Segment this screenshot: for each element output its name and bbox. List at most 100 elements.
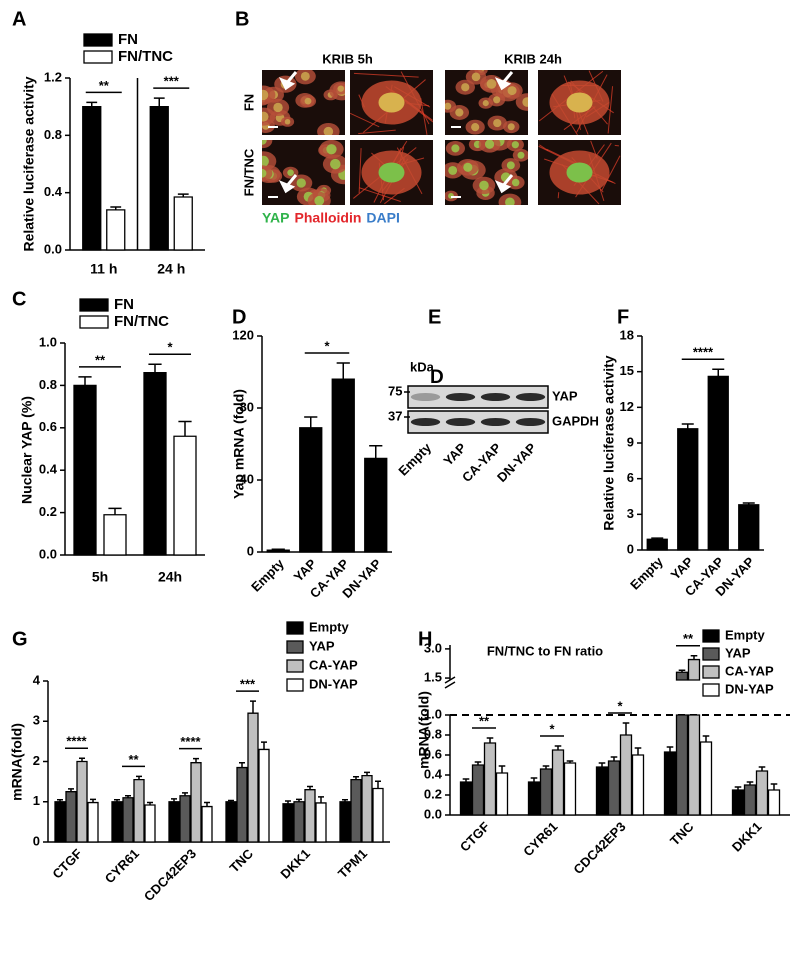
bar [143, 372, 167, 556]
marker-label: 75 [388, 383, 402, 398]
bar [304, 789, 316, 843]
error-bar [342, 798, 348, 802]
legend-label: Empty [309, 619, 350, 634]
x-tick-label: TPM1 [335, 846, 370, 881]
bar [65, 791, 77, 843]
stress-fiber [557, 192, 560, 199]
bar [483, 742, 497, 816]
arrow [278, 71, 298, 91]
bar [173, 435, 197, 556]
bar [73, 384, 97, 556]
error-bar [271, 548, 285, 551]
bar [364, 457, 388, 553]
error-bar [239, 761, 245, 768]
error-bar [108, 507, 122, 515]
y-axis-label: mRNA(fold) [9, 723, 25, 801]
lane-label: YAP [440, 440, 469, 469]
significance-label: * [549, 721, 555, 736]
nucleus [517, 151, 525, 159]
nucleus [273, 102, 283, 113]
bar [687, 658, 701, 816]
bar [471, 764, 485, 816]
nucleus [287, 169, 294, 176]
stress-fiber [607, 86, 614, 134]
legend-label: YAP [725, 645, 751, 660]
cell [515, 93, 528, 111]
bar [293, 801, 305, 843]
bar [350, 778, 362, 843]
bar [743, 784, 757, 816]
x-tick-label: CYR61 [102, 846, 142, 886]
bar [699, 741, 713, 816]
legend-label: DN-YAP [725, 681, 774, 696]
x-tick-label: YAP [291, 556, 320, 585]
significance-label: * [617, 698, 623, 713]
y-tick-label: 0.8 [39, 377, 57, 392]
error-bar [318, 796, 324, 803]
error-bar [177, 193, 189, 197]
error-bar [353, 776, 359, 780]
stress-fiber [359, 187, 401, 202]
error-bar [542, 765, 550, 769]
error-bar [114, 798, 120, 802]
stain-legend-label: DAPI [366, 210, 399, 226]
significance-label: **** [66, 734, 87, 749]
y-tick-label: 40 [240, 471, 254, 486]
overlap-letter: D [430, 367, 444, 388]
column-header: KRIB 24h [504, 51, 562, 66]
y-axis-label: Yap mRNA (fold) [231, 389, 247, 499]
error-bar [68, 788, 74, 792]
x-tick-label: 5h [92, 569, 108, 585]
blot-band [410, 393, 441, 401]
micrograph [445, 70, 528, 135]
nucleus [304, 97, 312, 105]
error-bar [261, 741, 267, 750]
significance-label: ** [95, 352, 106, 367]
nucleus [296, 178, 306, 188]
bar [258, 748, 270, 843]
error-bar [598, 762, 606, 767]
stress-fiber [358, 129, 396, 135]
y-tick-label: 12 [620, 399, 634, 414]
micrograph [350, 140, 433, 205]
bar [607, 760, 621, 816]
error-bar [57, 798, 63, 802]
y-tick-label: 0.4 [424, 766, 443, 781]
error-bar [250, 700, 256, 714]
stain-legend-label: Phalloidin [295, 210, 362, 226]
y-tick-label: 120 [232, 327, 254, 342]
legend-swatch [79, 315, 109, 329]
y-tick-label: 15 [620, 363, 634, 378]
error-bar [171, 798, 177, 802]
error-bar [681, 423, 694, 429]
stress-fiber [353, 72, 419, 78]
y-tick-label: 80 [240, 399, 254, 414]
legend-label: FN [118, 31, 138, 48]
bar [563, 762, 577, 816]
y-tick-label: 0.6 [39, 419, 57, 434]
significance-label: ** [99, 78, 110, 93]
blot-strip [407, 385, 549, 409]
micrograph [538, 70, 621, 135]
bar [361, 774, 373, 843]
panel-letter: B [235, 8, 249, 30]
error-bar [147, 801, 153, 805]
blot-band [410, 418, 441, 426]
error-bar [364, 771, 370, 776]
panel-letter: F [617, 306, 629, 328]
y-tick-label: 1.0 [424, 706, 442, 721]
error-bar [462, 778, 470, 782]
nucleus [448, 165, 458, 175]
x-tick-label: Empty [248, 555, 287, 594]
y-axis-label: mRNA(fold) [416, 691, 432, 769]
nucleus [262, 89, 269, 101]
legend-swatch [286, 621, 304, 635]
nucleus [522, 97, 528, 107]
chart-title: FN/TNC to FN ratio [487, 643, 603, 658]
bar [149, 106, 169, 251]
error-bar [125, 794, 131, 798]
error-bar [758, 766, 766, 771]
y-tick-label: 3.0 [424, 640, 442, 655]
y-tick-label: 1.0 [39, 334, 57, 349]
error-bar [78, 376, 92, 386]
